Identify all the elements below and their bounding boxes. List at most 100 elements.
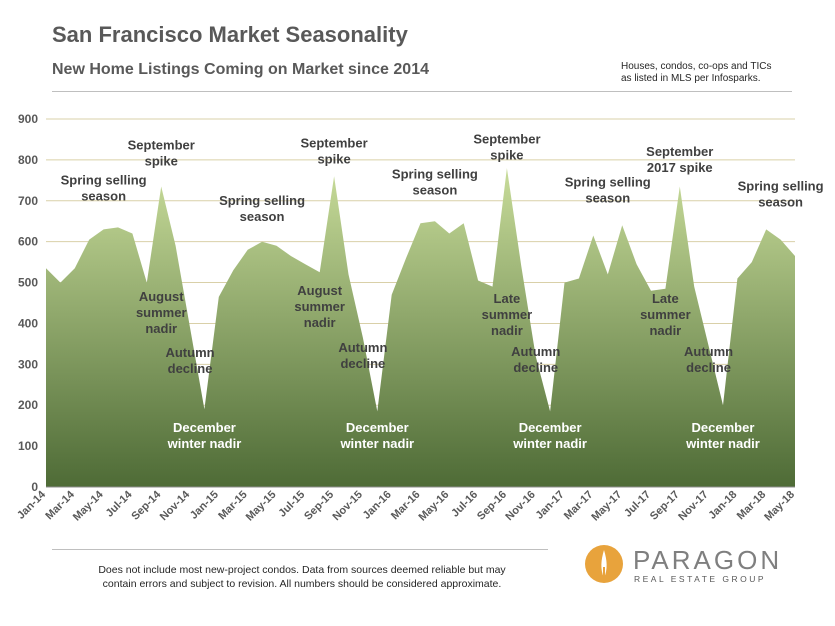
annotation-line: Autumn xyxy=(338,340,387,355)
annotation-line: December xyxy=(346,420,409,435)
annotation-line: September xyxy=(300,136,367,151)
annotation-line: spike xyxy=(317,152,350,167)
annotation-line: winter nadir xyxy=(167,436,242,451)
annotation-line: September xyxy=(473,132,540,147)
y-tick-label: 300 xyxy=(18,357,38,371)
annotation-label: December winter nadir xyxy=(167,420,242,451)
x-tick-label: May-18 xyxy=(762,489,797,524)
x-tick-label: Nov-15 xyxy=(331,489,365,523)
x-tick-label: Sep-17 xyxy=(648,489,682,523)
annotation-line: nadir xyxy=(145,321,177,336)
annotation-label: September spike xyxy=(473,132,540,163)
logo-tagline: REAL ESTATE GROUP xyxy=(634,574,767,584)
y-tick-label: 600 xyxy=(18,235,38,249)
paragon-logo: PARAGON REAL ESTATE GROUP xyxy=(583,543,813,585)
annotation-line: December xyxy=(173,420,236,435)
chart-subtitle: New Home Listings Coming on Market since… xyxy=(52,61,429,78)
x-tick-labels: Jan-14Mar-14May-14Jul-14Sep-14Nov-14Jan-… xyxy=(15,488,797,523)
y-tick-label: 500 xyxy=(18,276,38,290)
x-tick-label: Jan-15 xyxy=(188,489,221,522)
annotation-label: September spike xyxy=(128,138,195,169)
annotation-line: nadir xyxy=(491,323,523,338)
annotation-label: Spring selling season xyxy=(61,172,147,203)
annotation-line: winter nadir xyxy=(685,436,760,451)
x-tick-label: Nov-16 xyxy=(503,489,537,523)
annotation-line: December xyxy=(519,420,582,435)
annotation-line: season xyxy=(240,209,285,224)
y-tick-label: 100 xyxy=(18,439,38,453)
x-tick-label: May-14 xyxy=(71,488,106,523)
annotation-line: season xyxy=(585,190,630,205)
annotation-line: August xyxy=(139,289,184,304)
annotation-line: nadir xyxy=(304,315,336,330)
annotation-line: winter nadir xyxy=(512,436,587,451)
source-note-line: Houses, condos, co-ops and TICs xyxy=(621,61,772,72)
annotation-line: summer xyxy=(640,307,691,322)
y-tick-label: 400 xyxy=(18,316,38,330)
annotation-label: Autumn decline xyxy=(511,344,560,375)
annotation-line: Late xyxy=(494,291,521,306)
area-chart: 0 100 200 300 400 500 600 700 800 900 Jan-14Mar-1… xyxy=(15,112,824,523)
annotation-label: August summer nadir xyxy=(136,289,187,336)
annotation-label: Spring selling season xyxy=(738,179,824,210)
logo-mark-icon xyxy=(585,545,623,583)
y-tick-label: 200 xyxy=(18,398,38,412)
annotation-label: Autumn decline xyxy=(165,345,214,376)
disclaimer-line: Does not include most new-project condos… xyxy=(98,564,506,576)
logo-name: PARAGON xyxy=(633,545,783,575)
annotation-line: Autumn xyxy=(165,345,214,360)
annotation-line: winter nadir xyxy=(339,436,414,451)
x-tick-label: Nov-17 xyxy=(676,489,710,523)
annotation-line: Spring selling xyxy=(738,179,824,194)
disclaimer-line: contain errors and subject to revision. … xyxy=(102,578,502,590)
x-tick-label: Sep-16 xyxy=(475,489,509,523)
annotation-label: Spring selling season xyxy=(219,193,305,224)
x-tick-label: Jan-17 xyxy=(534,489,567,522)
source-note-line: as listed in MLS per Infosparks. xyxy=(621,73,761,84)
annotation-label: December winter nadir xyxy=(512,420,587,451)
annotation-line: decline xyxy=(513,360,558,375)
header-divider xyxy=(52,91,792,92)
annotation-line: spike xyxy=(145,154,178,169)
annotation-line: season xyxy=(81,188,126,203)
footer-divider xyxy=(52,549,548,550)
annotation-label: Autumn decline xyxy=(684,344,733,375)
annotation-label: Autumn decline xyxy=(338,340,387,371)
annotation-label: Late summer nadir xyxy=(482,291,533,338)
annotation-label: December winter nadir xyxy=(685,420,760,451)
annotation-line: Late xyxy=(652,291,679,306)
x-tick-label: Nov-14 xyxy=(158,488,193,523)
annotation-label: Late summer nadir xyxy=(640,291,691,338)
annotation-line: Autumn xyxy=(511,344,560,359)
annotation-line: season xyxy=(412,182,457,197)
x-tick-label: May-17 xyxy=(589,489,624,524)
annotation-label: Spring selling season xyxy=(392,166,478,197)
annotation-label: September spike xyxy=(300,136,367,167)
annotation-line: September xyxy=(128,138,195,153)
annotation-line: summer xyxy=(136,305,187,320)
series-area xyxy=(46,168,795,487)
annotation-line: Spring selling xyxy=(61,172,147,187)
annotation-label: September 2017 spike xyxy=(646,144,713,175)
y-tick-label: 900 xyxy=(18,112,38,126)
annotation-line: August xyxy=(297,283,342,298)
y-tick-label: 700 xyxy=(18,194,38,208)
annotation-line: Spring selling xyxy=(219,193,305,208)
annotation-label: Spring selling season xyxy=(565,174,651,205)
annotation-line: Autumn xyxy=(684,344,733,359)
annotation-line: Spring selling xyxy=(565,174,651,189)
y-tick-labels: 0 100 200 300 400 500 600 700 800 900 xyxy=(18,112,38,494)
annotation-line: season xyxy=(758,195,803,210)
annotation-line: decline xyxy=(168,361,213,376)
x-tick-label: Jan-16 xyxy=(361,489,394,522)
annotation-line: 2017 spike xyxy=(647,160,713,175)
annotation-line: summer xyxy=(294,299,345,314)
x-tick-label: May-15 xyxy=(244,489,279,524)
source-note: Houses, condos, co-ops and TICs as liste… xyxy=(621,61,821,85)
annotation-line: December xyxy=(692,420,755,435)
disclaimer: Does not include most new-project condos… xyxy=(62,563,542,591)
annotation-label: December winter nadir xyxy=(339,420,414,451)
x-tick-label: May-16 xyxy=(417,489,452,524)
annotation-line: nadir xyxy=(649,323,681,338)
